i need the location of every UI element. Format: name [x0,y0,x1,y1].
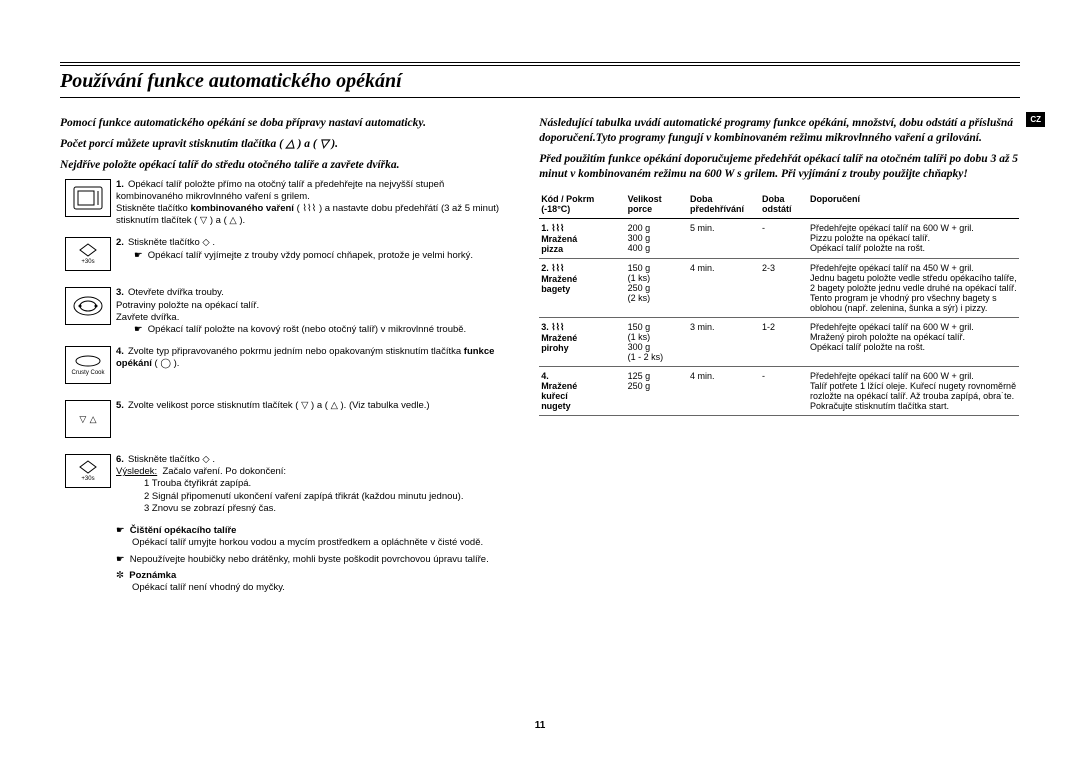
table-cell: Předehřejte opékací talíř na 450 W + gri… [808,258,1019,317]
two-column-layout: Pomocí funkce automatického opékání se d… [60,116,1020,595]
step-row: 1.Opékací talíř položte přímo na otočný … [60,179,511,228]
table-cell: 1-2 [760,317,808,366]
intro-right-1: Následující tabulka uvádí automatické pr… [539,116,1019,146]
rule-under-title [60,97,1020,98]
table-cell: - [760,366,808,415]
step-body: 4.Zvolte typ připravovaného pokrmu jední… [116,346,511,390]
badge-language: CZ [1026,112,1045,127]
table-row: 3. ⌇⌇⌇Mraženépirohy150 g(1 ks)300 g(1 - … [539,317,1019,366]
th-rec: Doporučení [808,190,1019,219]
intro-left-3: Nejdříve položte opékací talíř do středu… [60,158,511,173]
th-size: Velikost porce [626,190,688,219]
th-code: Kód / Pokrm (-18°C) [539,190,625,219]
notes-warn: ☛ Nepoužívejte houbičky nebo drátěnky, m… [116,554,511,566]
table-cell: 5 min. [688,218,760,258]
step-row: +30s 6.Stiskněte tlačítko ◇ . Výsledek: … [60,454,511,515]
table-cell: Předehřejte opékací talíř na 600 W + gri… [808,317,1019,366]
arrows-icon: ▽ △ [65,400,111,438]
start-icon: +30s [65,454,111,488]
table-cell: 3 min. [688,317,760,366]
table-header-row: Kód / Pokrm (-18°C) Velikost porce Doba … [539,190,1019,219]
table-cell: 4.Mraženékuřecínugety [539,366,625,415]
table-row: 4.Mraženékuřecínugety125 g250 g4 min.-Př… [539,366,1019,415]
step-row: 3.Otevřete dvířka trouby. Potraviny polo… [60,287,511,336]
table-cell: Předehřejte opékací talíř na 600 W + gri… [808,366,1019,415]
step-tip: ☛ Opékací talíř položte na kovový rošt (… [134,324,466,335]
table-cell: 2-3 [760,258,808,317]
page-title: Používání funkce automatického opékání [60,70,1020,93]
page-number: 11 [0,720,1080,731]
table-cell: 1. ⌇⌇⌇Mraženápizza [539,218,625,258]
table-body: 1. ⌇⌇⌇Mraženápizza200 g300 g400 g5 min.-… [539,218,1019,415]
result-sublist: 1 Trouba čtyřikrát zapípá. 2 Signál přip… [144,478,511,514]
step-body: 1.Opékací talíř položte přímo na otočný … [116,179,511,228]
table-cell: 200 g300 g400 g [626,218,688,258]
microwave-icon [65,179,111,217]
table-cell: 4 min. [688,258,760,317]
table-cell: Předehřejte opékací talíř na 600 W + gri… [808,218,1019,258]
step-4-text: Zvolte typ připravovaného pokrmu jedním … [116,346,494,369]
step-body: 6.Stiskněte tlačítko ◇ . Výsledek: Začal… [116,454,511,515]
intro-left-1: Pomocí funkce automatického opékání se d… [60,116,511,131]
intro-left-2: Počet porcí můžete upravit stisknutím tl… [60,137,511,152]
step-row: ▽ △ 5.Zvolte velikost porce stisknutím t… [60,400,511,444]
table-cell: 150 g(1 ks)300 g(1 - 2 ks) [626,317,688,366]
steps-list: 1.Opékací talíř položte přímo na otočný … [60,179,511,515]
table-cell: 125 g250 g [626,366,688,415]
table-cell: 2. ⌇⌇⌇Mraženébagety [539,258,625,317]
table-cell: - [760,218,808,258]
step-body: 2.Stiskněte tlačítko ◇ . ☛ Opékací talíř… [116,237,511,277]
column-left: Pomocí funkce automatického opékání se d… [60,116,511,595]
step-row: +30s 2.Stiskněte tlačítko ◇ . ☛ Opékací … [60,237,511,277]
step-1-extra: Stiskněte tlačítko kombinovaného vaření … [116,203,499,226]
column-right: Následující tabulka uvádí automatické pr… [539,116,1019,595]
crusty-cook-icon: Crusty Cook [65,346,111,384]
intro-right-2: Před použitím funkce opékání doporučujem… [539,152,1019,182]
table-row: 2. ⌇⌇⌇Mraženébagety150 g(1 ks)250 g(2 ks… [539,258,1019,317]
start-icon: +30s [65,237,111,271]
program-table: Kód / Pokrm (-18°C) Velikost porce Doba … [539,190,1019,416]
th-stand: Doba odstátí [760,190,808,219]
rule-top-thick [60,62,1020,63]
step-row: Crusty Cook 4.Zvolte typ připravovaného … [60,346,511,390]
rule-top-thin [60,65,1020,66]
th-preheat: Doba předehřívání [688,190,760,219]
notes-block: ☛ Čištění opékacího talíře Opékací talíř… [116,525,511,550]
step-body: 3.Otevřete dvířka trouby. Potraviny polo… [116,287,511,336]
table-cell: 150 g(1 ks)250 g(2 ks) [626,258,688,317]
table-cell: 4 min. [688,366,760,415]
step-tip: ☛ Opékací talíř vyjímejte z trouby vždy … [134,250,473,261]
plate-icon [65,287,111,325]
notes-remark: ✼ Poznámka Opékací talíř není vhodný do … [116,570,511,595]
step-body: 5.Zvolte velikost porce stisknutím tlačí… [116,400,511,444]
table-cell: 3. ⌇⌇⌇Mraženépirohy [539,317,625,366]
table-row: 1. ⌇⌇⌇Mraženápizza200 g300 g400 g5 min.-… [539,218,1019,258]
